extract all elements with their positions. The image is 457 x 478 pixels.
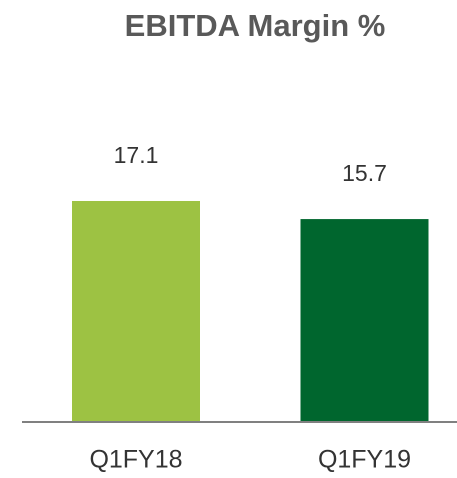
x-tick-label: Q1FY19 — [318, 446, 411, 474]
data-label: 15.7 — [342, 160, 387, 186]
bar — [72, 200, 200, 422]
bar — [300, 219, 429, 422]
chart-title: EBITDA Margin % — [125, 8, 386, 43]
data-label: 17.1 — [114, 142, 159, 168]
x-tick-label: Q1FY18 — [89, 446, 182, 474]
